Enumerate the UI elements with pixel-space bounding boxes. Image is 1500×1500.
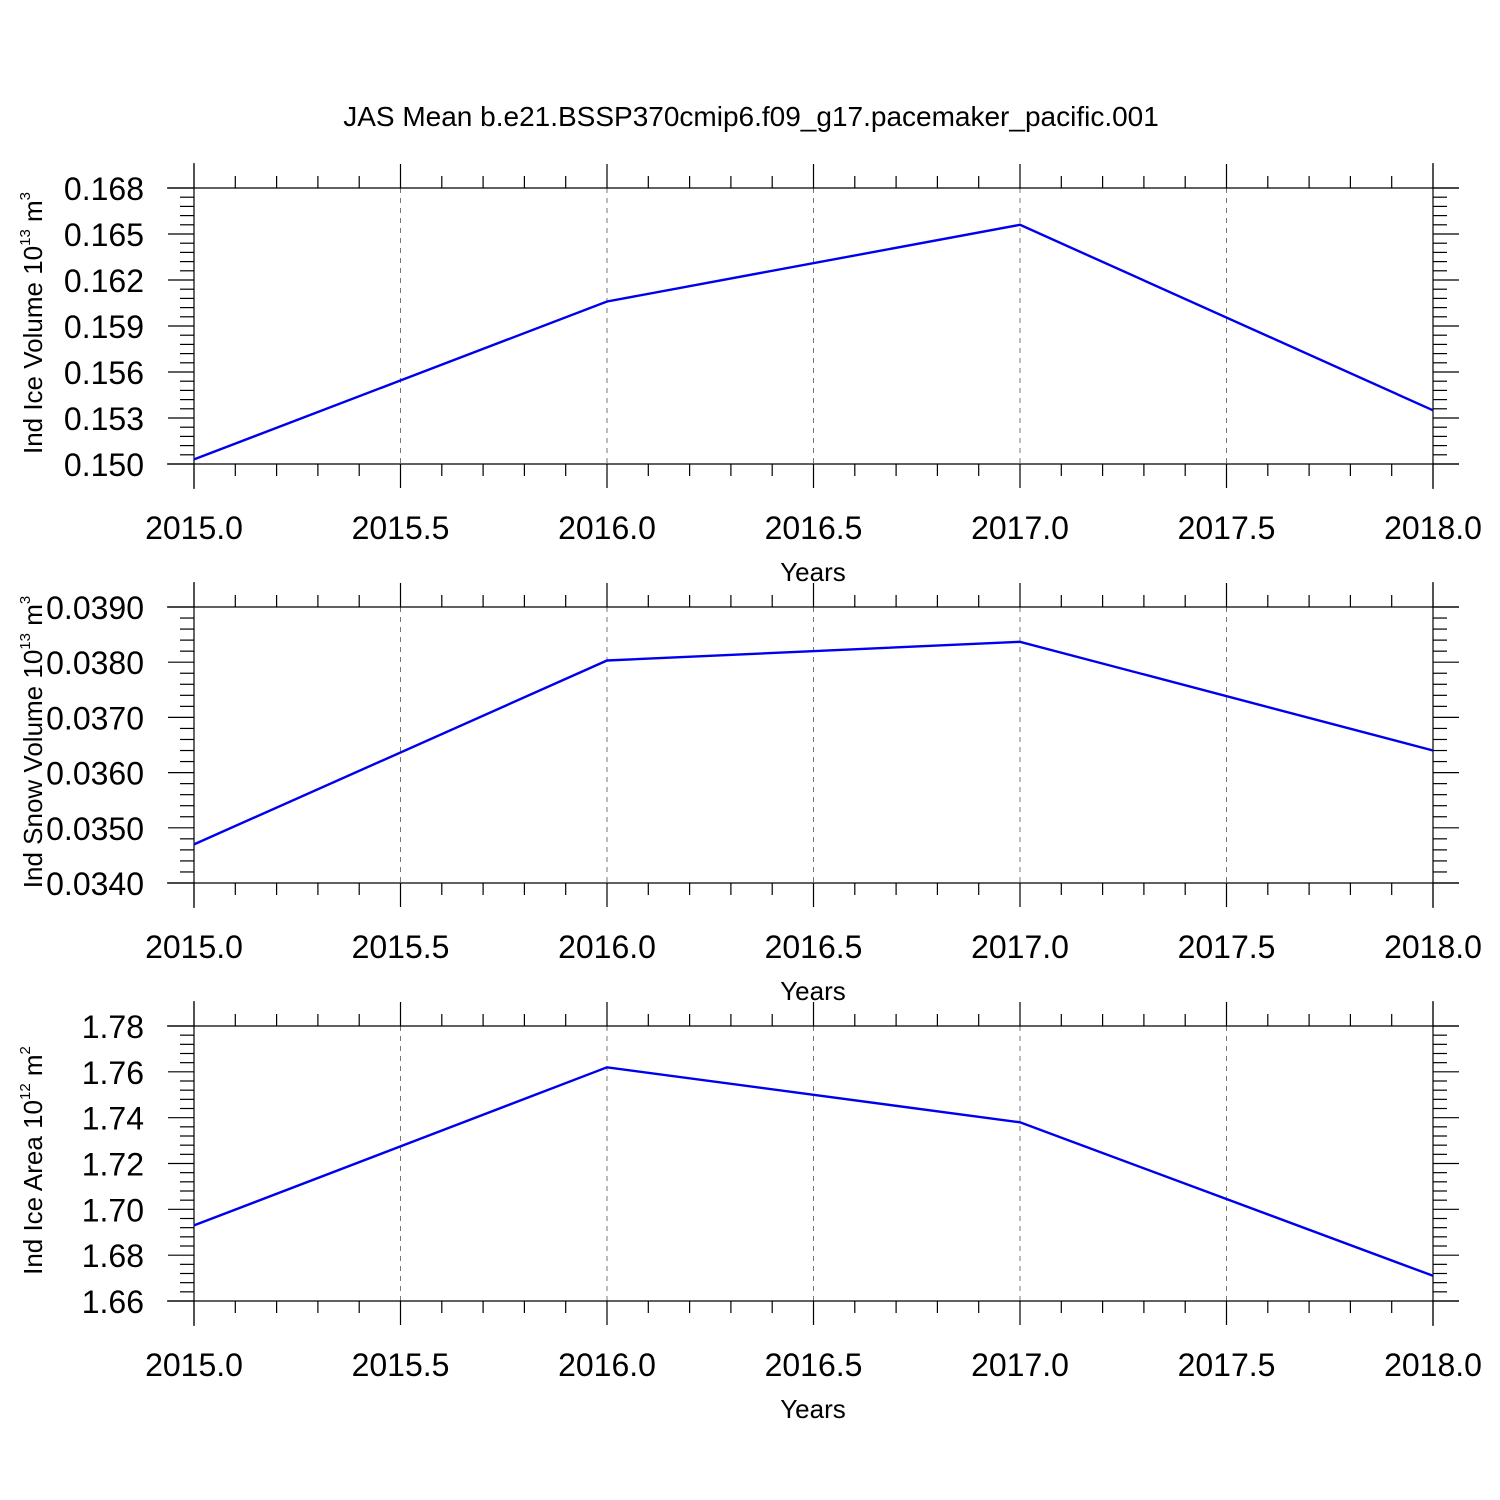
x-tick-label: 2016.5 [765, 1347, 863, 1383]
x-tick-label: 2015.0 [145, 510, 243, 546]
y-tick-label: 1.74 [82, 1101, 144, 1137]
y-axis-label-unit-exponent: 3 [17, 192, 34, 200]
y-tick-label: 0.162 [64, 263, 144, 299]
x-tick-label: 2015.0 [145, 929, 243, 965]
x-tick-label: 2017.0 [971, 510, 1069, 546]
y-tick-label: 0.0370 [46, 700, 144, 736]
y-axis-label-main: Ind Ice Area 10 [18, 1100, 48, 1275]
y-tick-label: 0.153 [64, 401, 144, 437]
series-line [193, 1066, 1434, 1277]
y-axis-label-unit-exponent: 3 [17, 596, 34, 604]
y-tick-label: 1.72 [82, 1147, 144, 1183]
x-tick-label: 2016.0 [558, 1347, 656, 1383]
y-axis-label-unit: m [18, 1054, 48, 1083]
y-tick-label: 0.159 [64, 309, 144, 345]
x-tick-label: 2017.0 [971, 929, 1069, 965]
y-tick-label: 0.168 [64, 171, 144, 207]
x-tick-label: 2016.0 [558, 510, 656, 546]
y-tick-label: 0.0340 [46, 866, 144, 902]
x-tick-label: 2016.5 [765, 929, 863, 965]
x-tick-label: 2015.5 [352, 510, 450, 546]
y-axis-label-exponent: 13 [17, 229, 34, 246]
series-line [193, 640, 1434, 846]
y-tick-label: 1.78 [82, 1009, 144, 1045]
y-axis-label-unit: m [18, 200, 48, 229]
series-line [193, 223, 1434, 461]
x-tick-label: 2017.0 [971, 1347, 1069, 1383]
y-tick-label: 1.70 [82, 1192, 144, 1228]
y-axis-label-main: Ind Snow Volume 10 [18, 650, 48, 889]
x-tick-label: 2016.0 [558, 929, 656, 965]
chart-panel-3: 2015.0 2015.5 2016.0 2016.5 2017.0 2017.5 2018… [17, 1001, 1482, 1424]
x-tick-label: 2016.5 [765, 510, 863, 546]
y-axis-label: Ind Snow Volume 1013 m3 [17, 596, 48, 888]
figure-title: JAS Mean b.e21.BSSP370cmip6.f09_g17.pace… [343, 101, 1159, 132]
chart-panel-2: 2015.0 2015.5 2016.0 2016.5 2017.0 2017.5 2018… [17, 582, 1482, 1006]
y-axis-label-unit: m [18, 604, 48, 633]
x-tick-label: 2015.5 [352, 929, 450, 965]
x-tick-label: 2018.0 [1384, 929, 1482, 965]
x-tick-label: 2015.0 [145, 1347, 243, 1383]
chart-panel-1: 2015.0 2015.5 2016.0 2016.5 2017.0 2017.5 2018… [17, 163, 1482, 587]
y-axis-label: Ind Ice Area 1012 m2 [17, 1046, 48, 1275]
x-axis-label: Years [780, 976, 846, 1006]
y-tick-label: 0.0360 [46, 756, 144, 792]
y-tick-label: 0.0350 [46, 811, 144, 847]
y-tick-label: 0.156 [64, 355, 144, 391]
x-tick-label: 2018.0 [1384, 510, 1482, 546]
y-axis-label-exponent: 13 [17, 633, 34, 650]
x-tick-label: 2017.5 [1178, 929, 1276, 965]
y-tick-label: 0.165 [64, 217, 144, 253]
y-axis-label-exponent: 12 [17, 1083, 34, 1100]
y-tick-label: 0.0390 [46, 590, 144, 626]
y-axis-label: Ind Ice Volume 1013 m3 [17, 192, 48, 454]
panels: 2015.0 2015.5 2016.0 2016.5 2017.0 2017.5 2018… [17, 163, 1482, 1424]
x-axis-label: Years [780, 1394, 846, 1424]
x-tick-label: 2018.0 [1384, 1347, 1482, 1383]
y-tick-label: 0.150 [64, 447, 144, 483]
y-tick-label: 0.0380 [46, 645, 144, 681]
y-tick-label: 1.66 [82, 1284, 144, 1320]
y-tick-label: 1.76 [82, 1055, 144, 1091]
x-axis-label: Years [780, 557, 846, 587]
y-axis-label-main: Ind Ice Volume 10 [18, 246, 48, 454]
y-tick-label: 1.68 [82, 1238, 144, 1274]
x-tick-label: 2015.5 [352, 1347, 450, 1383]
x-tick-label: 2017.5 [1178, 510, 1276, 546]
x-tick-label: 2017.5 [1178, 1347, 1276, 1383]
y-axis-label-unit-exponent: 2 [17, 1046, 34, 1054]
